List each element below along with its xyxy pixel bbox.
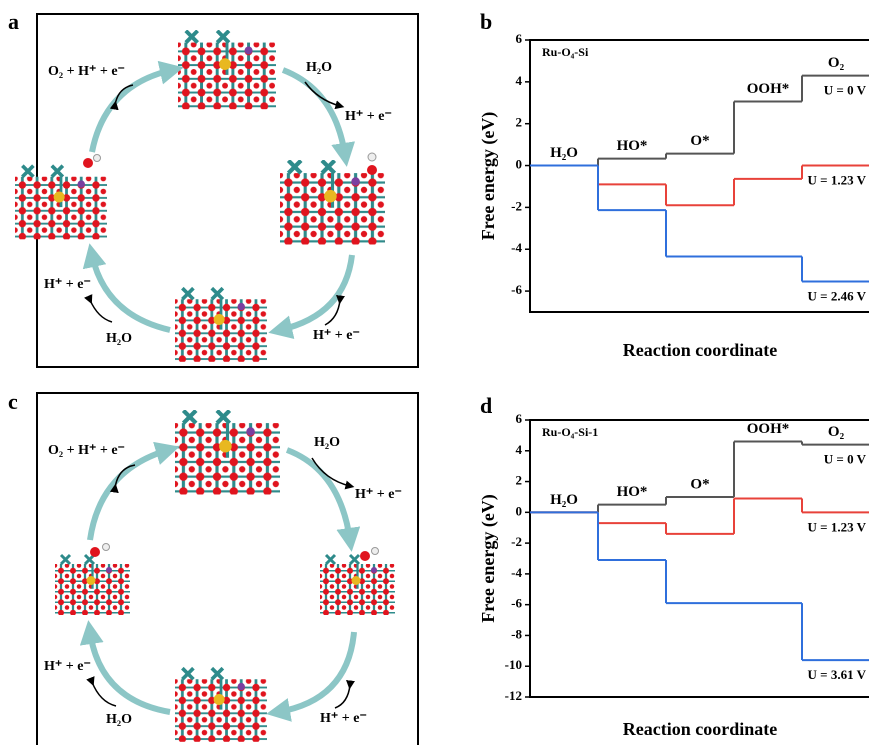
y-tick-label: -12 <box>505 688 522 703</box>
structure <box>178 31 276 109</box>
reaction-label: H₂O <box>306 60 332 75</box>
y-tick-label: 4 <box>516 73 523 88</box>
y-tick-label: -4 <box>511 565 522 580</box>
series-label: U = 3.61 V <box>808 667 867 682</box>
step-label: O₂ <box>828 55 845 71</box>
reaction-arrow <box>90 300 112 322</box>
reaction-label: H₂O <box>106 331 132 346</box>
panel-label: c <box>8 389 18 414</box>
structure <box>175 668 267 742</box>
page: {"diagrams": [ {"panel_label": "a", "lab… <box>0 0 869 745</box>
reaction-label: O₂ + H⁺ + e⁻ <box>48 64 125 79</box>
series-label: U = 2.46 V <box>808 288 867 303</box>
panel-label: b <box>480 9 492 34</box>
y-tick-label: -2 <box>511 534 522 549</box>
series-label: U = 0 V <box>824 452 867 467</box>
x-axis-title: Reaction coordinate <box>623 340 777 360</box>
y-tick-label: -2 <box>511 198 522 213</box>
structure <box>175 288 267 362</box>
step-label: O₂ <box>828 424 845 440</box>
y-tick-label: 2 <box>516 473 523 488</box>
diagram-c: c O₂ + H⁺ + e⁻ H₂O H⁺ + e⁻ H⁺ + e⁻ H₂O H… <box>8 389 418 745</box>
atom <box>368 153 376 161</box>
atom <box>94 155 101 162</box>
chart: b Ru-O₄-Si -6 -4 -2 0 2 4 6 Free energy (eV) React… <box>478 9 869 360</box>
chart: d Ru-O₄-Si-1 -12 -10 -8 -6 -4 -2 0 2 4 6 Free energy… <box>478 393 869 739</box>
y-tick-label: 4 <box>516 442 523 457</box>
cycle-arrow <box>283 70 345 155</box>
series-label: U = 1.23 V <box>808 173 867 188</box>
figure: a O₂ + H⁺ + e⁻ H₂O H⁺ + e⁻ H⁺ + e⁻ H₂O H… <box>0 0 869 745</box>
x-axis-title: Reaction coordinate <box>623 719 777 739</box>
y-tick-label: 0 <box>516 503 523 518</box>
structure <box>320 555 395 615</box>
reaction-arrow <box>335 685 350 708</box>
y-tick-label: -8 <box>511 626 522 641</box>
cycle-arrow <box>92 70 172 152</box>
cycle-arrow <box>90 450 168 540</box>
reaction-label: H⁺ + e⁻ <box>313 328 360 343</box>
step-label: O* <box>690 133 709 149</box>
panel-label: a <box>8 9 19 34</box>
step-label: H₂O <box>550 492 578 508</box>
atom <box>83 158 93 168</box>
cycle-arrow <box>278 632 354 712</box>
y-tick-label: 6 <box>516 411 523 426</box>
y-tick-label: -10 <box>505 657 522 672</box>
atom <box>360 551 370 561</box>
reaction-label: H⁺ + e⁻ <box>44 277 91 292</box>
y-axis-title: Free energy (eV) <box>478 112 499 241</box>
cycle-arrow <box>287 450 350 540</box>
y-tick-label: -6 <box>511 282 522 297</box>
reaction-label: H₂O <box>314 435 340 450</box>
series-label: U = 0 V <box>824 83 867 98</box>
structure <box>55 555 130 615</box>
y-tick-label: -4 <box>511 240 522 255</box>
y-tick-label: -6 <box>511 596 522 611</box>
y-axis-title: Free energy (eV) <box>478 494 499 623</box>
y-tick-label: 6 <box>516 31 523 46</box>
step-label: OOH* <box>747 81 790 97</box>
step-label: H₂O <box>550 145 578 161</box>
atom <box>90 547 100 557</box>
atom <box>367 165 377 175</box>
reaction-label: O₂ + H⁺ + e⁻ <box>48 443 125 458</box>
series-label: U = 1.23 V <box>808 519 867 534</box>
step-label: OOH* <box>747 421 790 437</box>
plot-frame <box>530 420 869 697</box>
structure <box>15 166 107 240</box>
atom <box>103 544 110 551</box>
subtitle: Ru-O₄-Si <box>542 45 589 59</box>
step-label: HO* <box>617 484 648 500</box>
diagram-a: a O₂ + H⁺ + e⁻ H₂O H⁺ + e⁻ H⁺ + e⁻ H₂O H… <box>8 9 418 367</box>
reaction-label: H⁺ + e⁻ <box>320 711 367 726</box>
reaction-label: H⁺ + e⁻ <box>345 109 392 124</box>
panel-label: d <box>480 393 492 418</box>
step-label: O* <box>690 476 709 492</box>
reaction-label: H₂O <box>106 712 132 727</box>
cycle-arrow <box>90 632 170 712</box>
structure <box>175 411 280 495</box>
y-tick-label: 0 <box>516 157 523 172</box>
atom <box>372 548 379 555</box>
reaction-label: H⁺ + e⁻ <box>44 659 91 674</box>
y-tick-label: 2 <box>516 115 523 130</box>
subtitle: Ru-O₄-Si-1 <box>542 425 598 439</box>
cycle-arrow <box>280 255 352 330</box>
reaction-label: H⁺ + e⁻ <box>355 487 402 502</box>
step-label: HO* <box>617 138 648 154</box>
